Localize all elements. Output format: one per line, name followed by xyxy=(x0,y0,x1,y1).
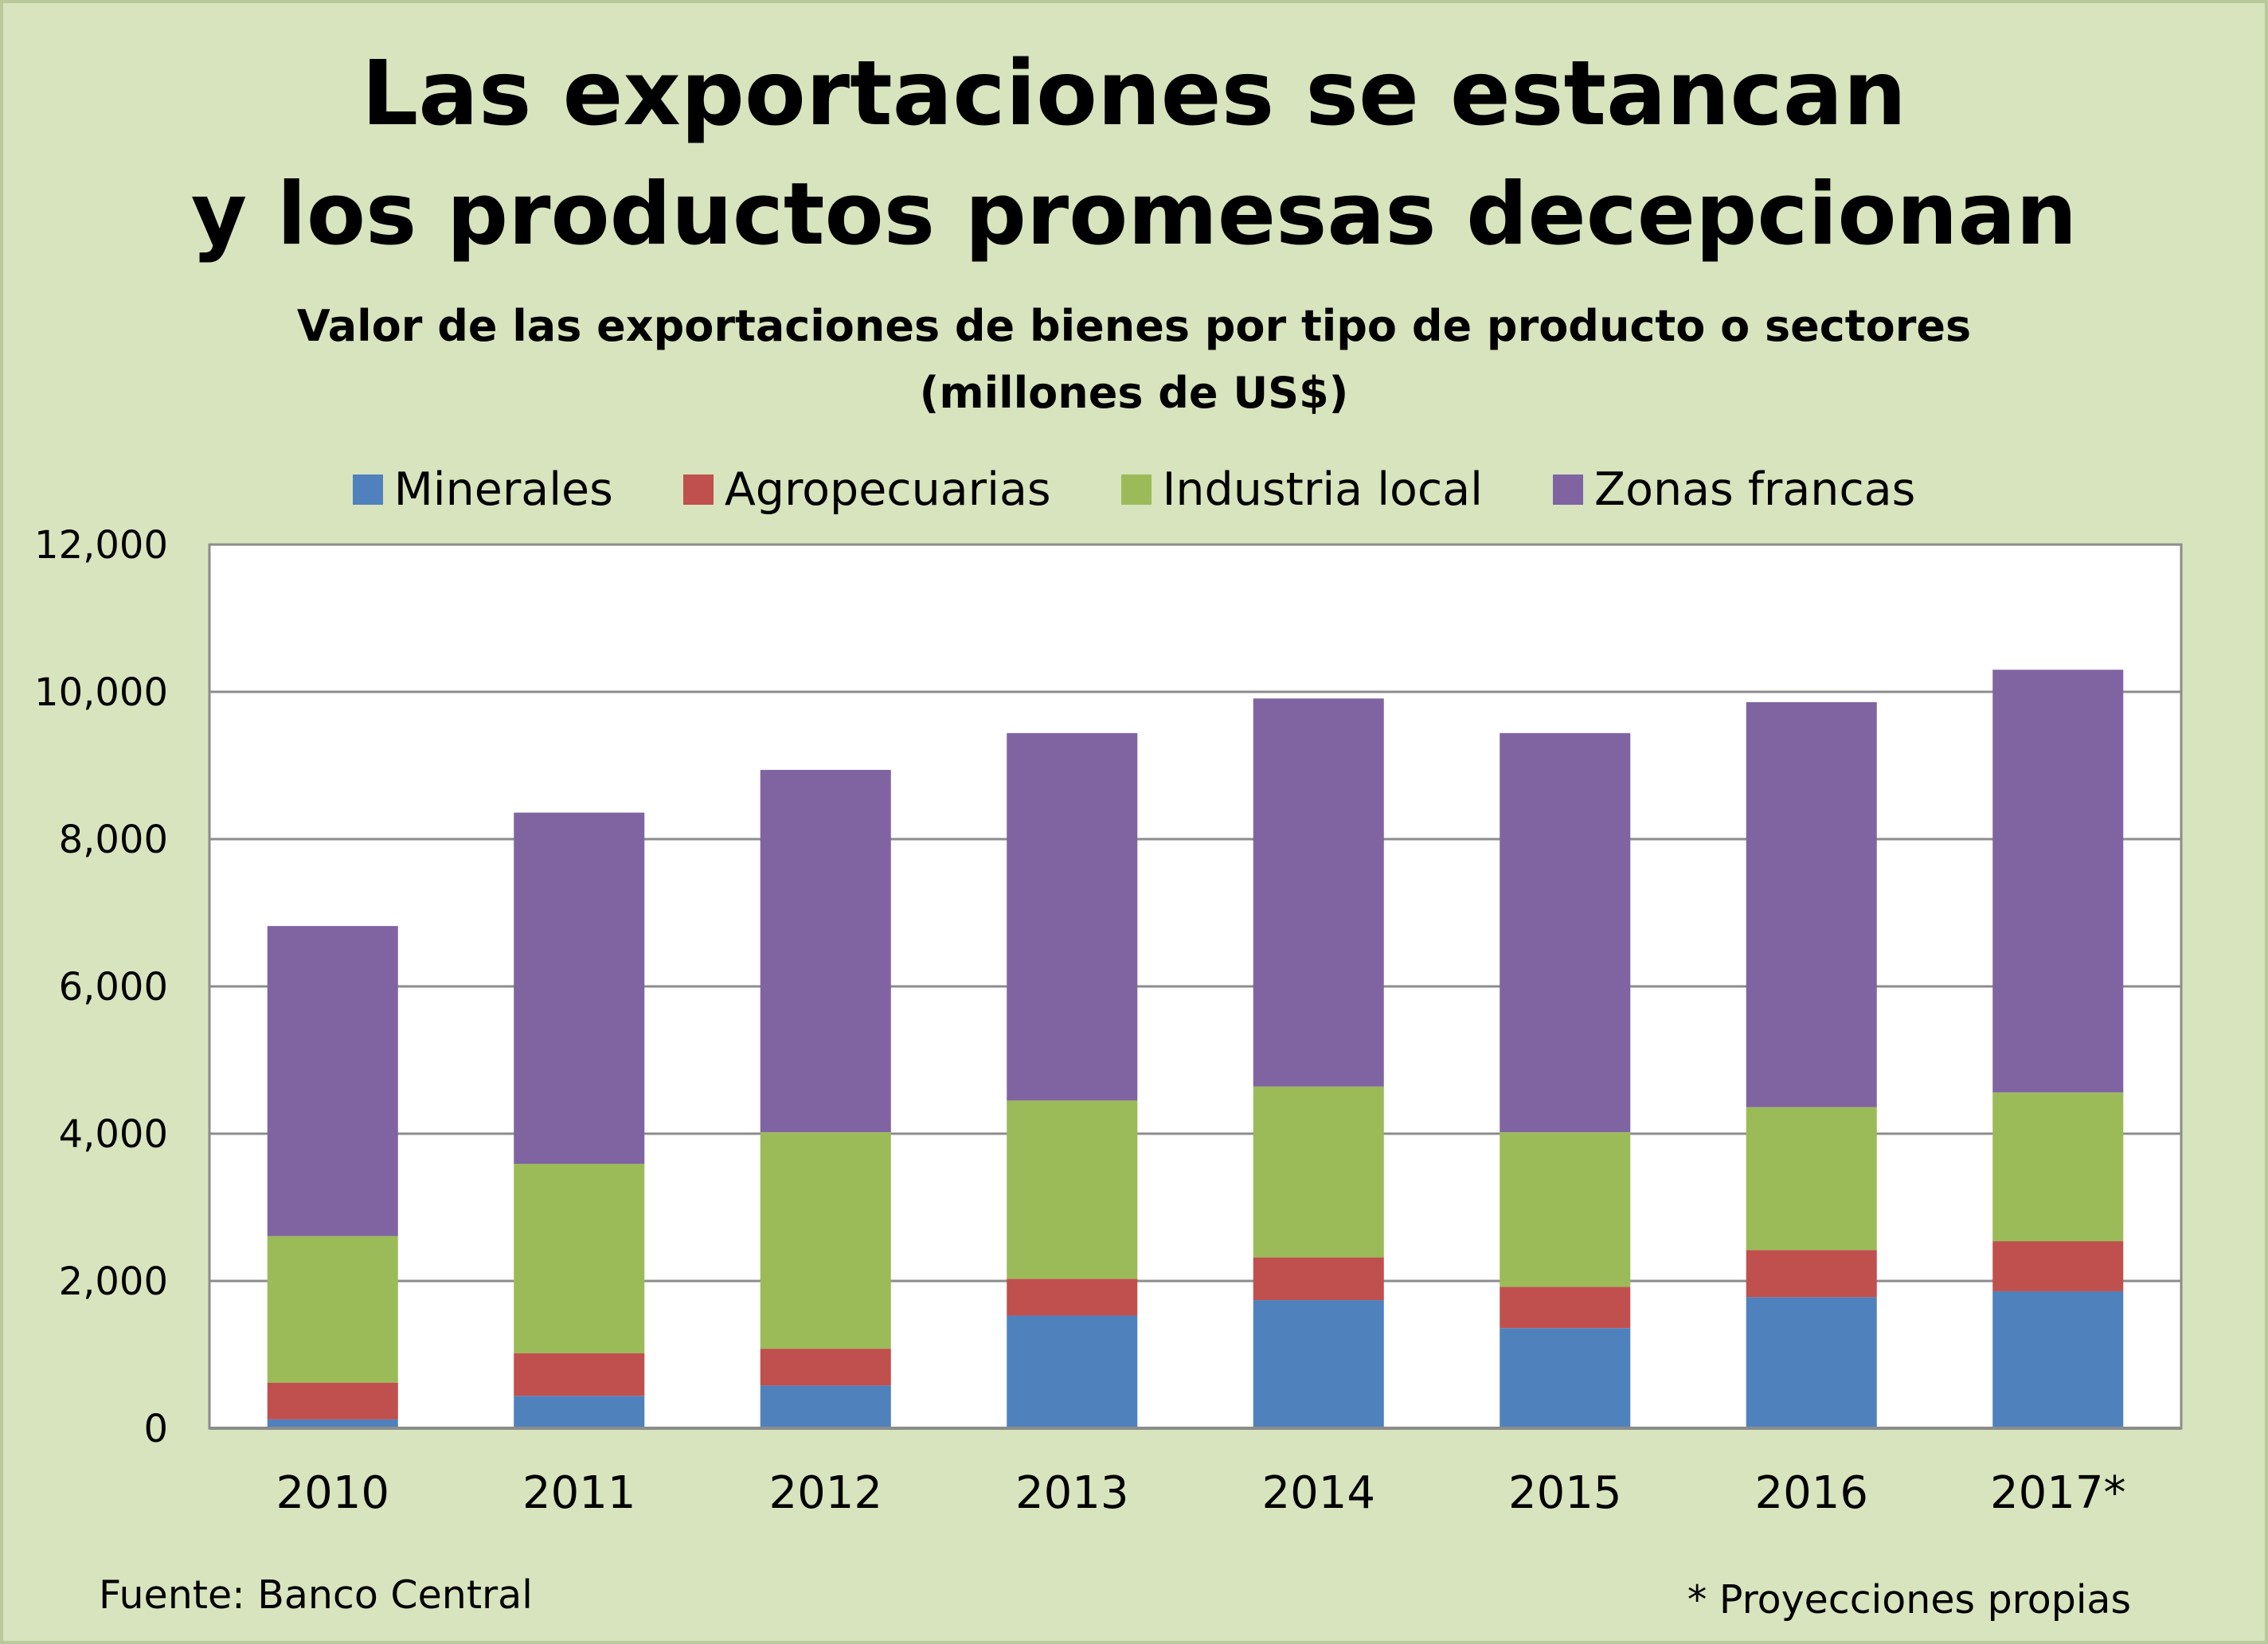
bar-minerales xyxy=(1500,1328,1631,1428)
bar-zonas-francas xyxy=(1007,732,1138,1101)
bar-agropecuarias xyxy=(267,1382,398,1419)
chart-title-line2: y los productos promesas decepcionan xyxy=(190,165,2078,264)
legend: Minerales Agropecuarias Industria local … xyxy=(0,458,2268,521)
bar-minerales xyxy=(514,1396,645,1428)
source-note: Fuente: Banco Central xyxy=(99,1572,533,1618)
legend-label-agropecuarias: Agropecuarias xyxy=(724,463,1051,516)
bar-industria-local xyxy=(760,1132,891,1349)
legend-item-agropecuarias: Agropecuarias xyxy=(682,463,1051,516)
bar-minerales xyxy=(1253,1300,1384,1428)
x-tick-label: 2013 xyxy=(1015,1467,1129,1519)
bar-minerales xyxy=(1007,1315,1138,1428)
legend-item-industria-local: Industria local xyxy=(1120,463,1484,516)
bar-minerales xyxy=(1992,1291,2124,1428)
y-tick-label: 8,000 xyxy=(59,818,168,862)
chart-subtitle-units: (millones de US$) xyxy=(919,368,1349,418)
chart-subtitle: Valor de las exportaciones de bienes por… xyxy=(296,301,1972,351)
bar-zonas-francas xyxy=(1500,732,1631,1133)
y-tick-label: 0 xyxy=(143,1407,168,1451)
bar-agropecuarias xyxy=(514,1353,645,1396)
x-tick-label: 2016 xyxy=(1754,1467,1868,1519)
x-tick-label: 2012 xyxy=(768,1467,882,1519)
bar-industria-local xyxy=(267,1236,398,1383)
bar-zonas-francas xyxy=(1992,670,2124,1093)
legend-label-minerales: Minerales xyxy=(393,463,613,516)
bar-agropecuarias xyxy=(1992,1241,2124,1291)
chart-title: Las exportaciones se estancan xyxy=(361,42,1907,146)
bar-agropecuarias xyxy=(1746,1250,1877,1298)
y-tick-label: 10,000 xyxy=(34,670,168,715)
y-tick-label: 6,000 xyxy=(59,965,168,1009)
x-tick-label: 2010 xyxy=(276,1467,389,1519)
bar-agropecuarias xyxy=(760,1349,891,1386)
x-tick-label: 2011 xyxy=(522,1467,636,1519)
legend-label-industria-local: Industria local xyxy=(1162,463,1484,516)
bar-industria-local xyxy=(1007,1100,1138,1279)
bar-industria-local xyxy=(1500,1132,1631,1287)
legend-swatch-agropecuarias xyxy=(682,474,714,505)
bar-agropecuarias xyxy=(1007,1279,1138,1316)
x-tick-label: 2017* xyxy=(1990,1467,2126,1519)
bar-agropecuarias xyxy=(1253,1257,1384,1301)
legend-item-minerales: Minerales xyxy=(352,463,613,516)
bar-zonas-francas xyxy=(267,926,398,1236)
legend-swatch-minerales xyxy=(352,474,383,505)
legend-label-zonas-francas: Zonas francas xyxy=(1594,463,1916,516)
y-tick-label: 4,000 xyxy=(59,1112,168,1157)
y-tick-label: 12,000 xyxy=(34,523,168,568)
bar-zonas-francas xyxy=(1746,701,1877,1107)
y-tick-label: 2,000 xyxy=(59,1259,168,1304)
projection-footnote: * Proyecciones propias xyxy=(1687,1577,2131,1623)
legend-swatch-zonas-francas xyxy=(1553,474,1584,505)
bar-industria-local xyxy=(1746,1107,1877,1251)
bar-zonas-francas xyxy=(514,812,645,1164)
x-tick-label: 2015 xyxy=(1508,1467,1622,1519)
bar-zonas-francas xyxy=(1253,698,1384,1087)
bar-minerales xyxy=(267,1419,398,1428)
bar-industria-local xyxy=(1992,1092,2124,1242)
legend-swatch-industria-local xyxy=(1120,474,1152,505)
bar-zonas-francas xyxy=(760,770,891,1133)
bar-minerales xyxy=(760,1385,891,1428)
legend-item-zonas-francas: Zonas francas xyxy=(1553,463,1915,516)
bar-minerales xyxy=(1746,1297,1877,1428)
bar-agropecuarias xyxy=(1500,1287,1631,1329)
bar-industria-local xyxy=(1253,1086,1384,1258)
x-tick-label: 2014 xyxy=(1261,1467,1375,1519)
bar-industria-local xyxy=(514,1163,645,1353)
